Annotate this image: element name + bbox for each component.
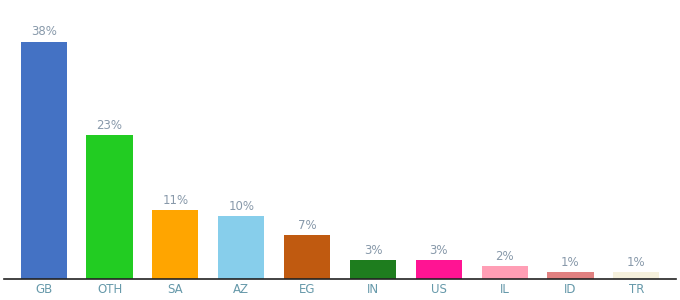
Text: 7%: 7% [298,219,316,232]
Bar [86,135,133,279]
Text: 1%: 1% [627,256,645,269]
Text: 3%: 3% [430,244,448,257]
Bar [218,216,265,279]
Text: 1%: 1% [561,256,580,269]
Text: 23%: 23% [97,119,122,132]
Bar [20,42,67,279]
Bar [152,210,199,279]
Text: 38%: 38% [31,26,56,38]
Text: 2%: 2% [495,250,514,263]
Text: 10%: 10% [228,200,254,213]
Bar [284,235,330,279]
Bar [350,260,396,279]
Text: 11%: 11% [163,194,188,207]
Bar [415,260,462,279]
Bar [613,272,660,279]
Bar [481,266,528,279]
Bar [547,272,594,279]
Text: 3%: 3% [364,244,382,257]
